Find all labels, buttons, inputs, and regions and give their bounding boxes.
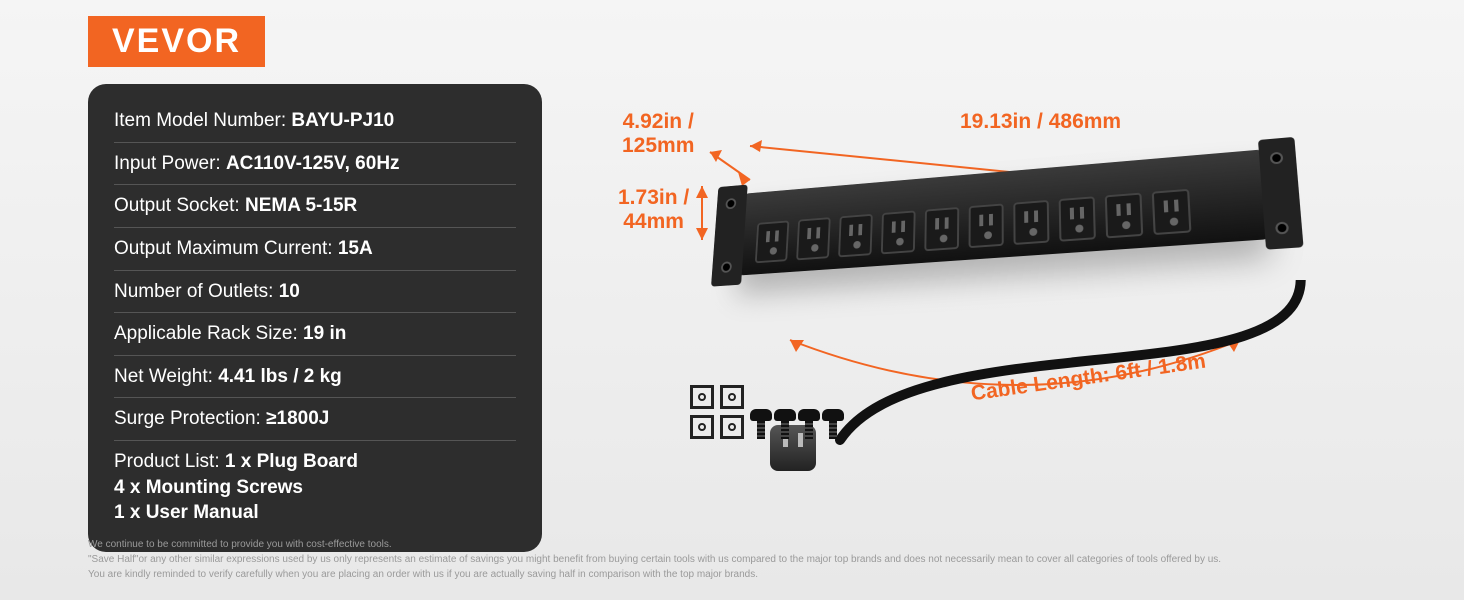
outlet (796, 217, 831, 260)
brand-badge: VEVOR (88, 16, 265, 67)
spec-row: Number of Outlets: 10 (114, 271, 516, 314)
power-cable (800, 280, 1320, 440)
spec-label: Item Model Number: (114, 110, 291, 131)
outlet (1105, 193, 1143, 239)
spec-value: 4.41 lbs / 2 kg (218, 366, 342, 387)
spec-row: Output Maximum Current: 15A (114, 228, 516, 271)
spec-row: Surge Protection: ≥1800J (114, 398, 516, 441)
cage-nut (690, 385, 714, 409)
spec-row: Output Socket: NEMA 5-15R (114, 185, 516, 228)
spec-value: AC110V-125V, 60Hz (226, 153, 400, 174)
outlet (1152, 189, 1192, 235)
disclaimer-text: We continue to be committed to provide y… (88, 537, 1424, 582)
spec-value: 15A (338, 238, 373, 259)
spec-label: Surge Protection: (114, 408, 266, 429)
mounting-screw (826, 409, 840, 439)
spec-label: Output Socket: (114, 195, 245, 216)
spec-label: Output Maximum Current: (114, 238, 338, 259)
spec-row: Product List: 1 x Plug Board4 x Mounting… (114, 441, 516, 534)
spec-label: Input Power: (114, 153, 226, 174)
outlet (838, 214, 873, 258)
cage-nut (720, 415, 744, 439)
mounting-screw (802, 409, 816, 439)
spec-label: Product List: (114, 451, 225, 472)
spec-value: 10 (279, 281, 300, 302)
spec-label: Net Weight: (114, 366, 218, 387)
spec-value: BAYU-PJ10 (291, 110, 394, 131)
product-diagram: 4.92in /125mm 19.13in / 486mm 1.73in /44… (600, 90, 1400, 490)
rack-ear-left (711, 185, 748, 287)
outlet (755, 220, 789, 263)
spec-value: NEMA 5-15R (245, 195, 357, 216)
spec-row: Input Power: AC110V-125V, 60Hz (114, 143, 516, 186)
spec-value: ≥1800J (266, 408, 329, 429)
outlet (1013, 200, 1049, 245)
cage-nut (690, 415, 714, 439)
spec-label: Number of Outlets: (114, 281, 279, 302)
spec-row: Applicable Rack Size: 19 in (114, 313, 516, 356)
outlet (1059, 196, 1096, 241)
cage-nut (720, 385, 744, 409)
spec-value: 19 in (303, 323, 346, 344)
spec-row: Item Model Number: BAYU-PJ10 (114, 100, 516, 143)
spec-label: Applicable Rack Size: (114, 323, 303, 344)
outlet (924, 207, 959, 251)
included-hardware (690, 385, 840, 439)
mounting-screw (754, 409, 768, 439)
spec-card: Item Model Number: BAYU-PJ10Input Power:… (88, 84, 542, 552)
outlet (969, 203, 1004, 248)
outlet (881, 210, 916, 254)
mounting-screw (778, 409, 792, 439)
spec-row: Net Weight: 4.41 lbs / 2 kg (114, 356, 516, 399)
